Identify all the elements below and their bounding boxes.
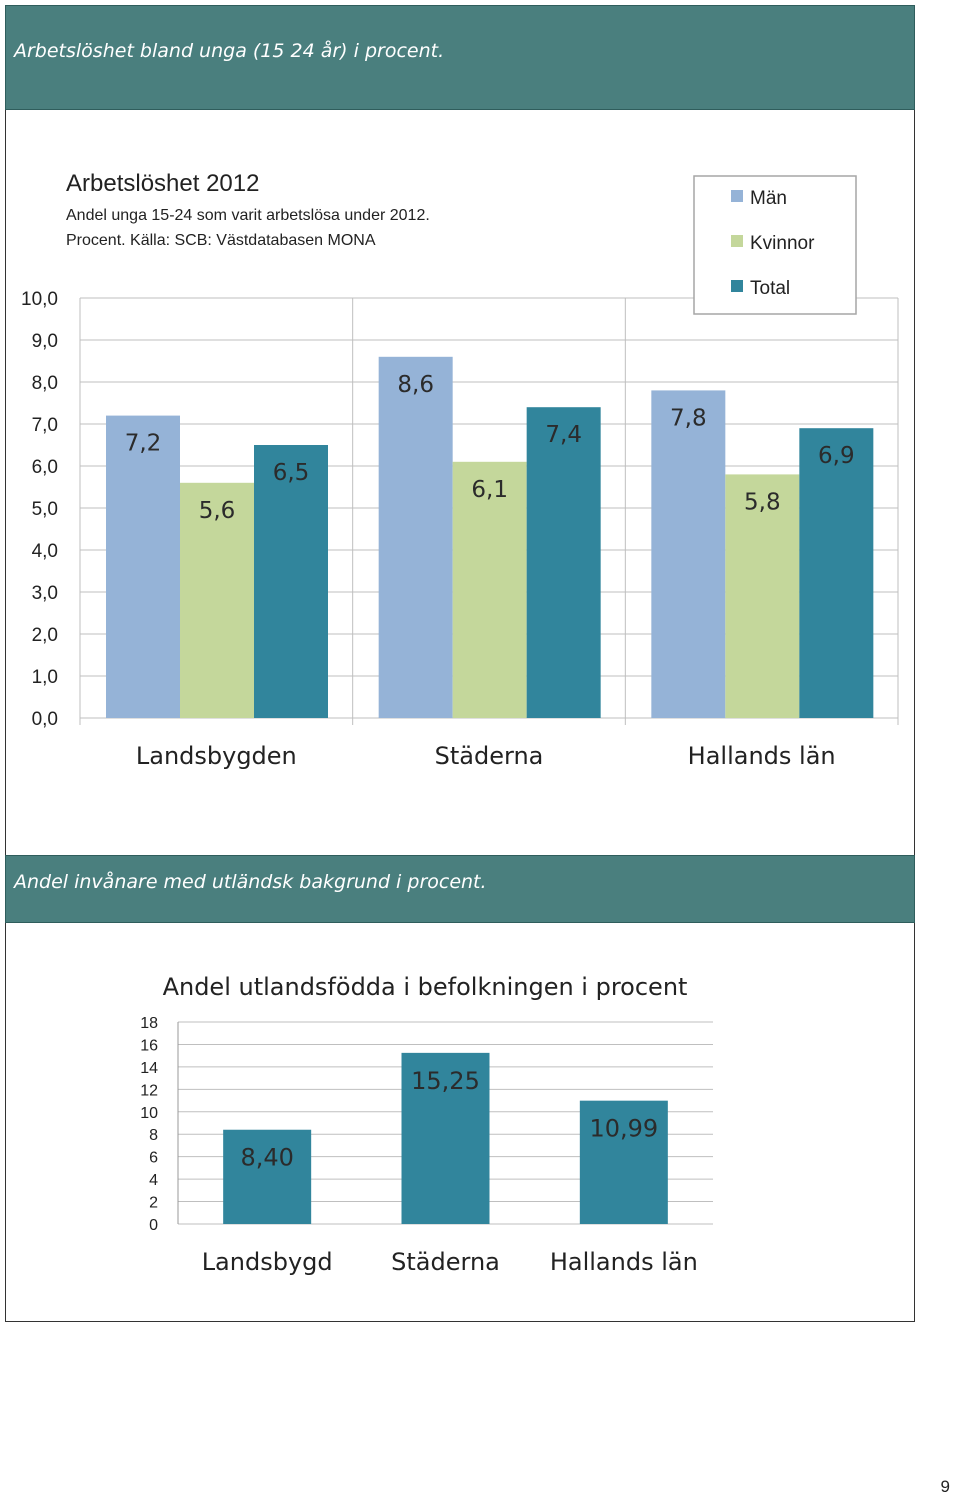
data-label: 5,6 [199,498,236,524]
chart-title: Andel utlandsfödda i befolkningen i proc… [163,973,688,1001]
bar-total [799,428,874,718]
y-tick-label: 8,0 [32,373,58,394]
bar-män [106,415,180,718]
y-tick-label: 3,0 [32,583,58,604]
y-tick-label: 1,0 [32,667,58,688]
y-tick-label: 18 [140,1015,158,1032]
y-tick-label: 7,0 [32,415,58,436]
bar-total [254,445,328,718]
data-label: 15,25 [411,1067,480,1095]
section2-header-text: Andel invånare med utländsk bakgrund i p… [14,871,487,893]
bar-män [378,356,453,718]
data-label: 5,8 [744,489,781,515]
y-tick-label: 2,0 [32,625,58,646]
bar-kvinnor [452,461,527,718]
legend-label: Män [750,188,787,209]
x-category-label: Städerna [391,1248,500,1276]
y-tick-label: 0 [149,1217,158,1234]
y-tick-label: 8 [149,1127,158,1144]
data-label: 6,9 [818,443,855,469]
y-tick-label: 10 [140,1105,158,1122]
y-tick-label: 4 [149,1172,158,1189]
data-label: 7,8 [670,405,707,431]
y-tick-label: 16 [140,1037,158,1054]
unemployment-chart: 0,0 1,0 2,0 3,0 4,0 5,0 6,0 7,0 8,0 9,0 10,0 7,2 5,6… [21,170,899,770]
y-tick-label: 5,0 [32,499,58,520]
chart-subtitle: Procent. Källa: SCB: Västdatabasen MONA [66,232,376,249]
bar-män [651,390,726,718]
y-tick-label: 12 [140,1082,158,1099]
y-tick-label: 2 [149,1195,158,1212]
legend-box [693,175,857,315]
y-tick-label: 14 [140,1060,158,1077]
data-label: 8,6 [397,372,434,398]
y-tick-label: 4,0 [32,541,58,562]
bar [223,1129,312,1224]
x-category-label: Hallands län [550,1248,698,1276]
data-label: 8,40 [240,1144,293,1172]
data-label: 7,2 [125,431,162,457]
foreign-born-chart: 0 2 4 6 8 10 12 14 16 18 8,40 Landsbygd 15,25 Städern… [140,973,713,1276]
data-label: 7,4 [545,422,582,448]
legend-swatch [731,190,743,202]
legend-label: Total [750,278,790,299]
chart-title: Arbetslöshet 2012 [66,170,259,197]
chart-subtitle: Andel unga 15-24 som varit arbetslösa un… [66,207,430,224]
y-tick-label: 9,0 [32,331,58,352]
x-category-label: Hallands län [688,742,836,770]
x-category-label: Landsbygden [136,742,297,770]
bar-kvinnor [725,474,800,718]
y-tick-label: 6,0 [32,457,58,478]
x-category-label: Städerna [435,742,544,770]
section1-header-text: Arbetslöshet bland unga (15 24 år) i pro… [14,40,445,62]
data-label: 6,1 [471,477,508,503]
legend-swatch [731,235,743,247]
section2-header: Andel invånare med utländsk bakgrund i p… [5,855,915,923]
bar-total [526,407,601,718]
y-tick-label: 6 [149,1150,158,1167]
x-category-label: Landsbygd [202,1248,333,1276]
y-tick-label: 0,0 [32,709,58,730]
legend-swatch [731,280,743,292]
bar [579,1100,668,1224]
section1-header: Arbetslöshet bland unga (15 24 år) i pro… [5,5,915,110]
page-number: 9 [940,1477,950,1496]
data-label: 10,99 [589,1115,658,1143]
data-label: 6,5 [273,460,310,486]
bar [401,1052,490,1224]
legend-label: Kvinnor [750,233,815,254]
bar-kvinnor [180,482,254,718]
y-tick-label: 10,0 [21,289,58,310]
